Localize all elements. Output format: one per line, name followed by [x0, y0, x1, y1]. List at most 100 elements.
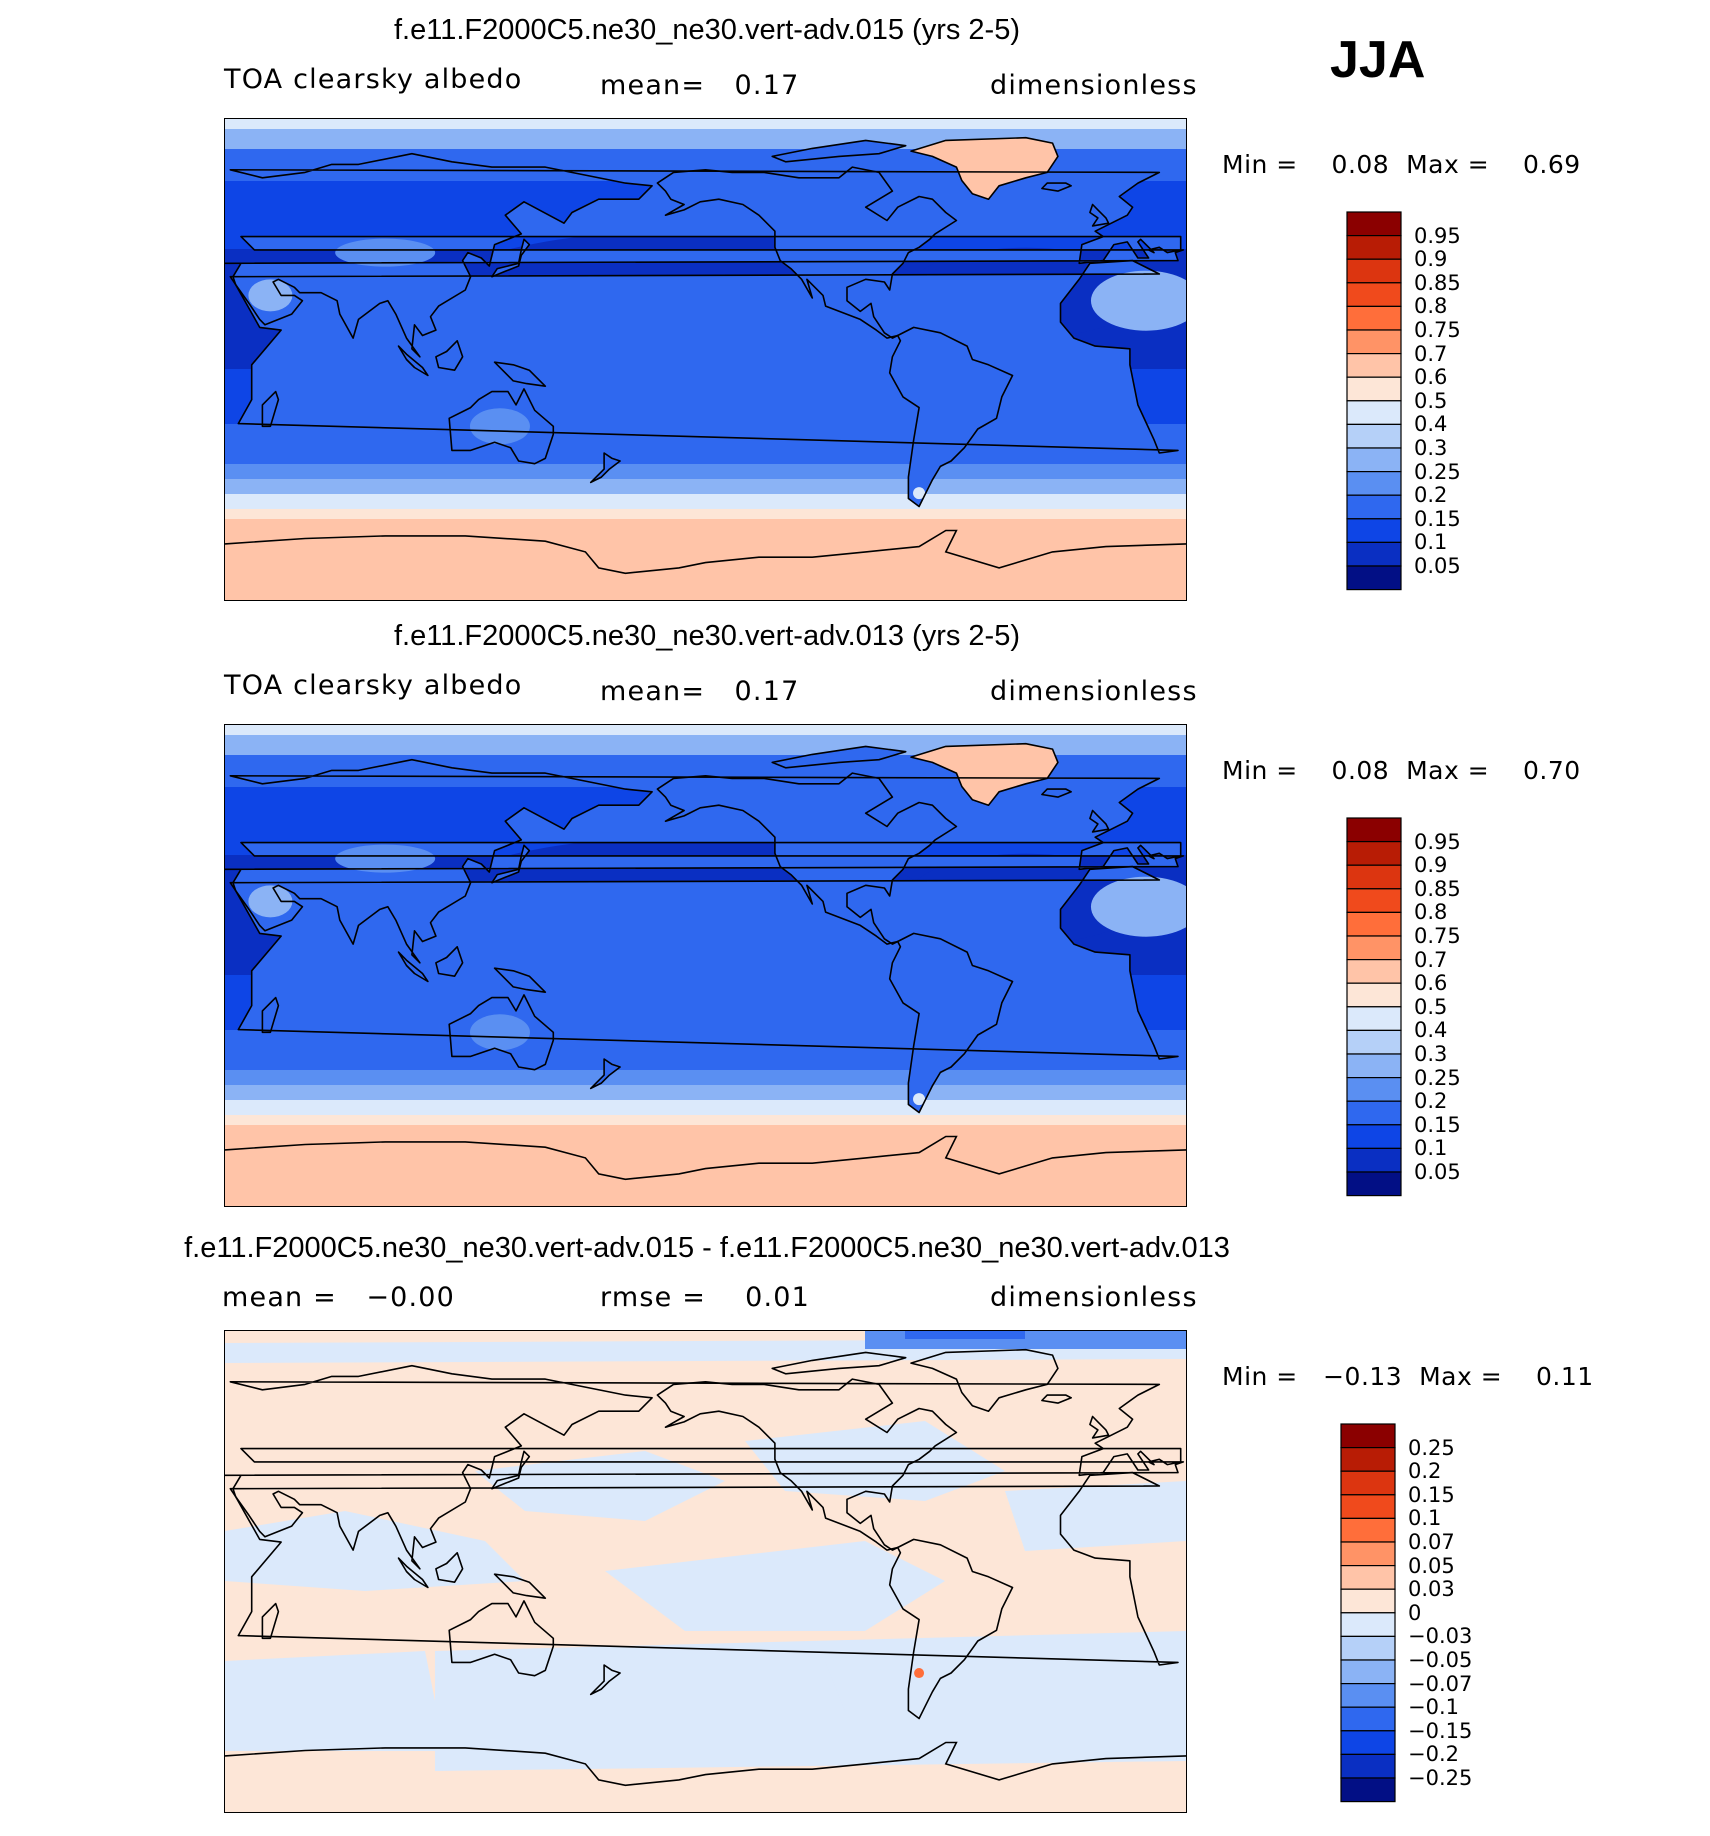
panel-2-map-svg [225, 725, 1186, 1206]
colorbar-swatches [1346, 211, 1402, 591]
australian-desert [469, 408, 530, 445]
colorbar-tick-label: −0.15 [1408, 1718, 1473, 1743]
coastline-australia [448, 994, 555, 1071]
colorbar-tick-label: 0 [1408, 1600, 1422, 1625]
colorbar-tick-label: 0.2 [1414, 483, 1448, 508]
panel-2-map [224, 724, 1187, 1207]
negative-anomaly-region [225, 1511, 525, 1591]
albedo-band [225, 1085, 1186, 1100]
colorbar-tick-label: 0.7 [1414, 947, 1448, 972]
colorbar-swatch [1346, 329, 1402, 355]
land-southamerica [889, 933, 1013, 1113]
colorbar-swatch [1340, 1494, 1396, 1520]
coastline-iceland [1041, 1394, 1073, 1404]
arabian-desert [248, 279, 293, 312]
land-japan [491, 845, 530, 883]
colorbar-tick-label: −0.2 [1408, 1742, 1459, 1767]
panel-3-map [224, 1330, 1187, 1813]
colorbar-swatch [1346, 817, 1402, 843]
sahara-desert [1090, 270, 1186, 331]
coastline-greenland [910, 1348, 1059, 1412]
coastline-britain [1089, 1415, 1110, 1439]
colorbar-tick-label: 0.25 [1414, 459, 1461, 484]
colorbar-swatch [1340, 1659, 1396, 1685]
albedo-band [225, 1115, 1186, 1125]
land-northamerica [657, 773, 957, 945]
coastline-southamerica [888, 932, 1014, 1114]
land-eurasia [225, 759, 1184, 963]
coastline-borneo [435, 1552, 464, 1583]
coastline-greenland [910, 742, 1059, 806]
greenland-ice [911, 743, 1058, 806]
negative-anomaly-region [475, 1451, 725, 1521]
colorbar-swatch [1346, 376, 1402, 402]
colorbar-tick-label: 0.75 [1414, 924, 1461, 948]
colorbar-tick-label: 0.1 [1414, 530, 1448, 555]
land-southamerica [889, 327, 1013, 507]
coastline-britain [1089, 203, 1110, 227]
central-asia-desert [335, 844, 436, 873]
colorbar-tick-label: −0.03 [1408, 1624, 1473, 1649]
colorbar-swatch [1340, 1635, 1396, 1661]
negative-anomaly-region [225, 1651, 445, 1751]
colorbar-tick-label: 0.05 [1414, 1160, 1461, 1184]
colorbar-swatch [1346, 400, 1402, 426]
colorbar-tick-label: 0.07 [1408, 1530, 1455, 1554]
land-newguinea [494, 362, 546, 387]
coastline-japan [491, 238, 531, 278]
colorbar-tick-label: 0.5 [1414, 388, 1448, 413]
colorbar-tick-label: −0.25 [1408, 1766, 1473, 1790]
colorbar-swatch [1346, 982, 1402, 1008]
panel-2-title: f.e11.F2000C5.ne30_ne30.vert-adv.013 (yr… [393, 620, 1021, 652]
coastline-borneo [435, 946, 464, 977]
coastline-newzealand [589, 452, 621, 484]
colorbar-tick-label: 0.9 [1414, 853, 1448, 878]
colorbar-swatch [1340, 1706, 1396, 1732]
colorbar-swatch [1340, 1730, 1396, 1755]
central-asia-desert [335, 238, 436, 267]
colorbar-swatch [1346, 565, 1402, 591]
colorbar-tick-label: 0.8 [1414, 900, 1448, 925]
colorbar-tick-label: 0.15 [1414, 1112, 1461, 1137]
albedo-band [225, 1100, 1186, 1115]
colorbar-swatch [1346, 494, 1402, 520]
coastline-australia [448, 388, 555, 465]
patagonia-ice [913, 487, 926, 500]
panel-1-units-label: dimensionless [990, 70, 1198, 101]
coastline-southamerica [888, 326, 1014, 508]
season-label: JJA [1330, 31, 1426, 89]
colorbar-tick-label: 0.9 [1414, 247, 1448, 272]
colorbar-tick-label: 0.85 [1414, 876, 1461, 901]
coastline-greenland [910, 136, 1059, 200]
colorbar-tick-label: 0.05 [1414, 554, 1461, 578]
colorbar-tick-label: 0.15 [1414, 506, 1461, 531]
colorbar-swatch [1340, 1541, 1396, 1567]
coastline-africa [229, 259, 1179, 454]
colorbar-swatch [1346, 841, 1402, 866]
land-borneo [435, 946, 463, 977]
colorbar-tick-label: 0.95 [1414, 223, 1461, 248]
colorbar-tick-label: 0.15 [1408, 1482, 1455, 1507]
panel-3-map-svg [225, 1331, 1186, 1812]
panel-1-minmax: Min = 0.08 Max = 0.69 [1222, 150, 1581, 179]
panel-2-minmax: Min = 0.08 Max = 0.70 [1222, 756, 1581, 785]
colorbar-swatch [1346, 305, 1402, 331]
panel-1-mean-label: mean= 0.17 [600, 70, 800, 101]
panel-3-minmax: Min = −0.13 Max = 0.11 [1222, 1362, 1594, 1391]
colorbar-tick-label: 0.25 [1414, 1065, 1461, 1090]
colorbar-tick-label: 0.4 [1414, 1018, 1448, 1043]
coastline-sumatra [397, 345, 429, 377]
land-britain [1089, 810, 1109, 832]
albedo-band [225, 1070, 1186, 1085]
colorbar-swatch [1346, 959, 1402, 984]
positive-anomaly-spot [914, 1668, 925, 1679]
colorbar-swatch [1346, 1100, 1402, 1126]
land-newzealand [590, 1059, 621, 1089]
colorbar-swatch [1346, 1029, 1402, 1055]
coastline-iceland [1041, 788, 1073, 798]
colorbar-swatch [1340, 1447, 1396, 1472]
panel-1-title: f.e11.F2000C5.ne30_ne30.vert-adv.015 (yr… [393, 14, 1021, 46]
coastline-borneo [435, 340, 464, 371]
coastline-newguinea [493, 1573, 547, 1600]
panel-3-title: f.e11.F2000C5.ne30_ne30.vert-adv.015 - f… [184, 1232, 1230, 1264]
